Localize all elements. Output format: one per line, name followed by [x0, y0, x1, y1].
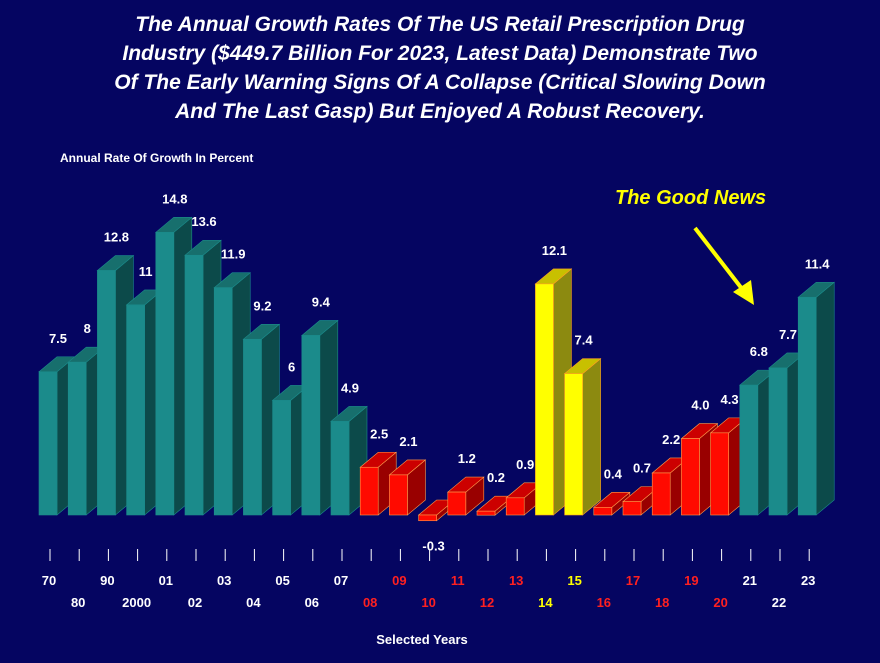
bar: [710, 432, 729, 516]
data-label: 2.5: [370, 426, 388, 441]
bar: [301, 335, 321, 516]
x-tick-label: 13: [509, 573, 523, 588]
x-tick-label: 70: [42, 573, 56, 588]
data-label: 11: [139, 264, 153, 279]
bar: [768, 367, 788, 516]
data-label: 4.3: [721, 392, 739, 407]
data-label: 6.8: [750, 344, 768, 359]
x-tick-label: 18: [655, 595, 669, 610]
title-line: Of The Early Warning Signs Of A Collapse…: [114, 71, 766, 94]
bar: [389, 474, 408, 516]
x-tick-label: 05: [275, 573, 289, 588]
bar: [739, 384, 759, 516]
bar: [126, 304, 145, 516]
bar: [243, 338, 262, 516]
x-tick-label: 80: [71, 595, 85, 610]
x-tick-label: 08: [363, 595, 377, 610]
data-label: 9.4: [312, 294, 331, 309]
bar: [418, 514, 437, 522]
data-label: 4.0: [691, 398, 709, 413]
x-tick-label: 10: [421, 595, 435, 610]
data-label: 7.4: [575, 333, 594, 348]
x-tick-label: 21: [743, 573, 757, 588]
data-label: 0.4: [604, 466, 623, 481]
data-label: 12.1: [542, 243, 567, 258]
data-label: 0.7: [633, 461, 651, 476]
data-label: 9.2: [253, 298, 271, 313]
x-tick-label: 90: [100, 573, 114, 588]
data-label: 2.2: [662, 432, 680, 447]
bar: [272, 400, 291, 516]
x-tick-label: 17: [626, 573, 640, 588]
x-tick-label: 15: [567, 573, 581, 588]
bar: [505, 497, 525, 516]
bar: [476, 510, 496, 516]
data-label: 7.7: [779, 327, 797, 342]
x-tick-label: 14: [538, 595, 553, 610]
data-label: 2.1: [399, 434, 417, 449]
data-label: 1.2: [458, 451, 476, 466]
x-tick-label: 06: [305, 595, 319, 610]
bar: [330, 421, 350, 516]
x-tick-label: 23: [801, 573, 815, 588]
bar: [184, 254, 204, 516]
data-label: -0.3: [422, 539, 444, 554]
x-axis-label: Selected Years: [376, 632, 468, 647]
title-line: Industry ($449.7 Billion For 2023, Lates…: [122, 42, 758, 65]
chart-title: The Annual Growth Rates Of The US Retail…: [0, 10, 880, 126]
bar: [38, 371, 58, 516]
x-tick-label: 09: [392, 573, 406, 588]
x-tick-label: 22: [772, 595, 786, 610]
x-tick-label: 07: [334, 573, 348, 588]
data-label: 7.5: [49, 331, 67, 346]
data-label: 4.9: [341, 380, 359, 395]
bar: [535, 283, 554, 516]
x-tick-label: 11: [451, 573, 465, 588]
x-tick-label: 16: [597, 595, 611, 610]
x-tick-label: 12: [480, 595, 494, 610]
x-tick-label: 02: [188, 595, 202, 610]
x-tick-label: 04: [246, 595, 261, 610]
annotation-arrow: [693, 226, 754, 305]
x-tick-label: 19: [684, 573, 698, 588]
y-axis-label: Annual Rate Of Growth In Percent: [60, 151, 254, 165]
x-tick-label: 03: [217, 573, 231, 588]
bar: [797, 296, 817, 516]
x-tick-label: 01: [159, 573, 173, 588]
bar: [155, 232, 175, 516]
data-label: 0.9: [516, 457, 534, 472]
bar: [67, 361, 87, 516]
bar: [97, 270, 116, 516]
data-label: 11.9: [221, 247, 246, 262]
good-news-annotation: The Good News: [615, 187, 767, 209]
title-line: The Annual Growth Rates Of The US Retail…: [135, 13, 745, 36]
data-label: 13.6: [191, 214, 216, 229]
bar: [564, 373, 583, 516]
data-label: 6: [288, 359, 295, 374]
data-label: 8: [84, 321, 91, 336]
bar: [681, 438, 700, 516]
title-line: And The Last Gasp) But Enjoyed A Robust …: [175, 100, 705, 123]
data-label: 14.8: [162, 191, 187, 206]
bar-side: [582, 358, 601, 516]
bar: [359, 466, 379, 516]
x-tick-label: 2000: [122, 595, 151, 610]
data-label: 12.8: [104, 230, 129, 245]
bar: [651, 472, 671, 516]
x-tick-label: 20: [713, 595, 727, 610]
data-label: 11.4: [805, 256, 830, 271]
bar: [213, 287, 233, 516]
data-label: 0.2: [487, 470, 505, 485]
bar: [447, 491, 467, 516]
bar: [593, 507, 613, 516]
bar: [622, 501, 642, 516]
bar-side: [815, 281, 835, 516]
